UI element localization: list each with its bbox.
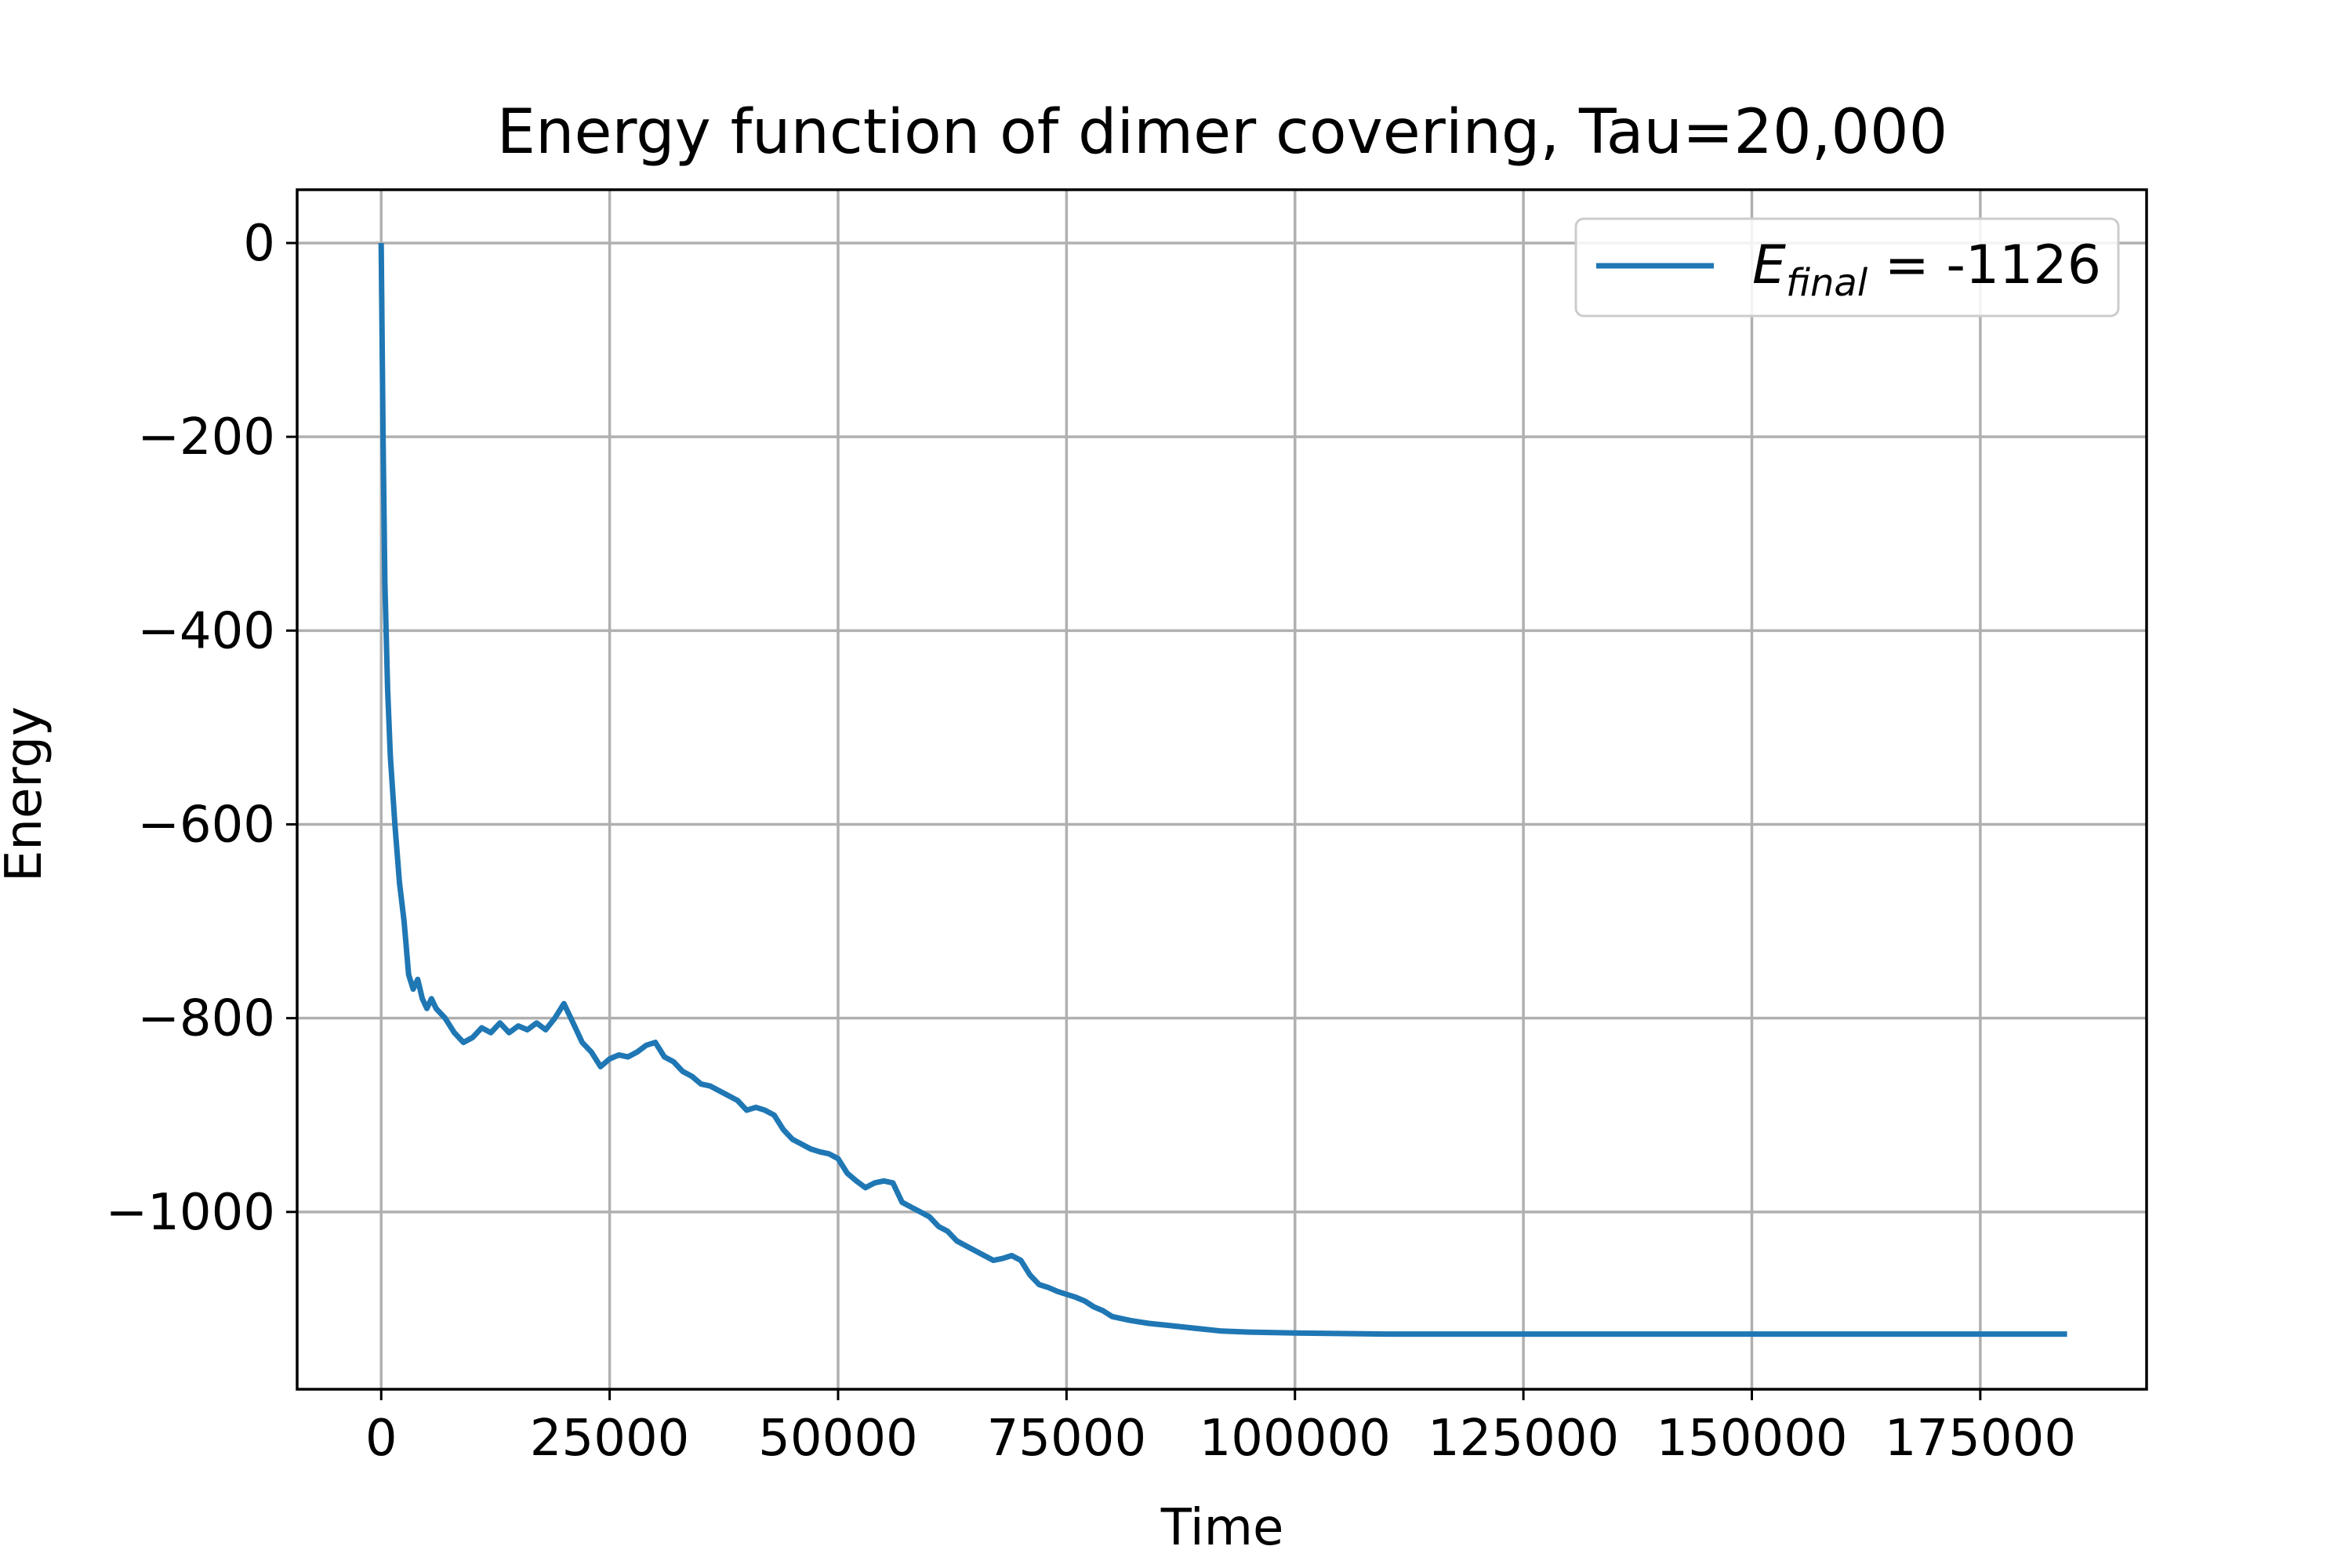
y-tick-label: −800 [137, 990, 275, 1048]
y-axis-label: Energy [0, 706, 53, 882]
x-tick-label: 0 [365, 1410, 397, 1468]
energy-series-line [378, 242, 2067, 1338]
plot-area-frame [296, 188, 2148, 1391]
legend-box [1574, 217, 2120, 318]
x-axis-label: Time [1160, 1499, 1284, 1557]
x-tick-label: 175000 [1885, 1410, 2076, 1468]
chart-title: Energy function of dimer covering, Tau=2… [497, 97, 1948, 168]
legend: Efinal = -1126 [1574, 217, 2120, 318]
grid-lines [297, 190, 2147, 1389]
x-tick-label: 25000 [530, 1410, 690, 1468]
legend-value: = -1126 [1867, 234, 2101, 296]
y-tick-label: −400 [137, 602, 275, 660]
axis-ticks: 0 25000 50000 75000 100000 125000 150000 175000… [106, 215, 2077, 1468]
x-tick-label: 125000 [1428, 1410, 1619, 1468]
x-tick-label: 100000 [1200, 1410, 1391, 1468]
legend-symbol: E [1752, 234, 1786, 296]
y-tick-label: 0 [243, 215, 275, 273]
series-layer [378, 242, 2067, 1338]
legend-label: Efinal = -1126 [1752, 234, 2101, 305]
y-tick-label: −1000 [106, 1184, 276, 1242]
y-tick-label: −200 [137, 408, 275, 466]
x-tick-label: 75000 [987, 1410, 1147, 1468]
x-tick-label: 50000 [758, 1410, 918, 1468]
legend-subscript: final [1786, 261, 1868, 305]
y-tick-label: −600 [137, 796, 275, 854]
x-tick-label: 150000 [1656, 1410, 1847, 1468]
